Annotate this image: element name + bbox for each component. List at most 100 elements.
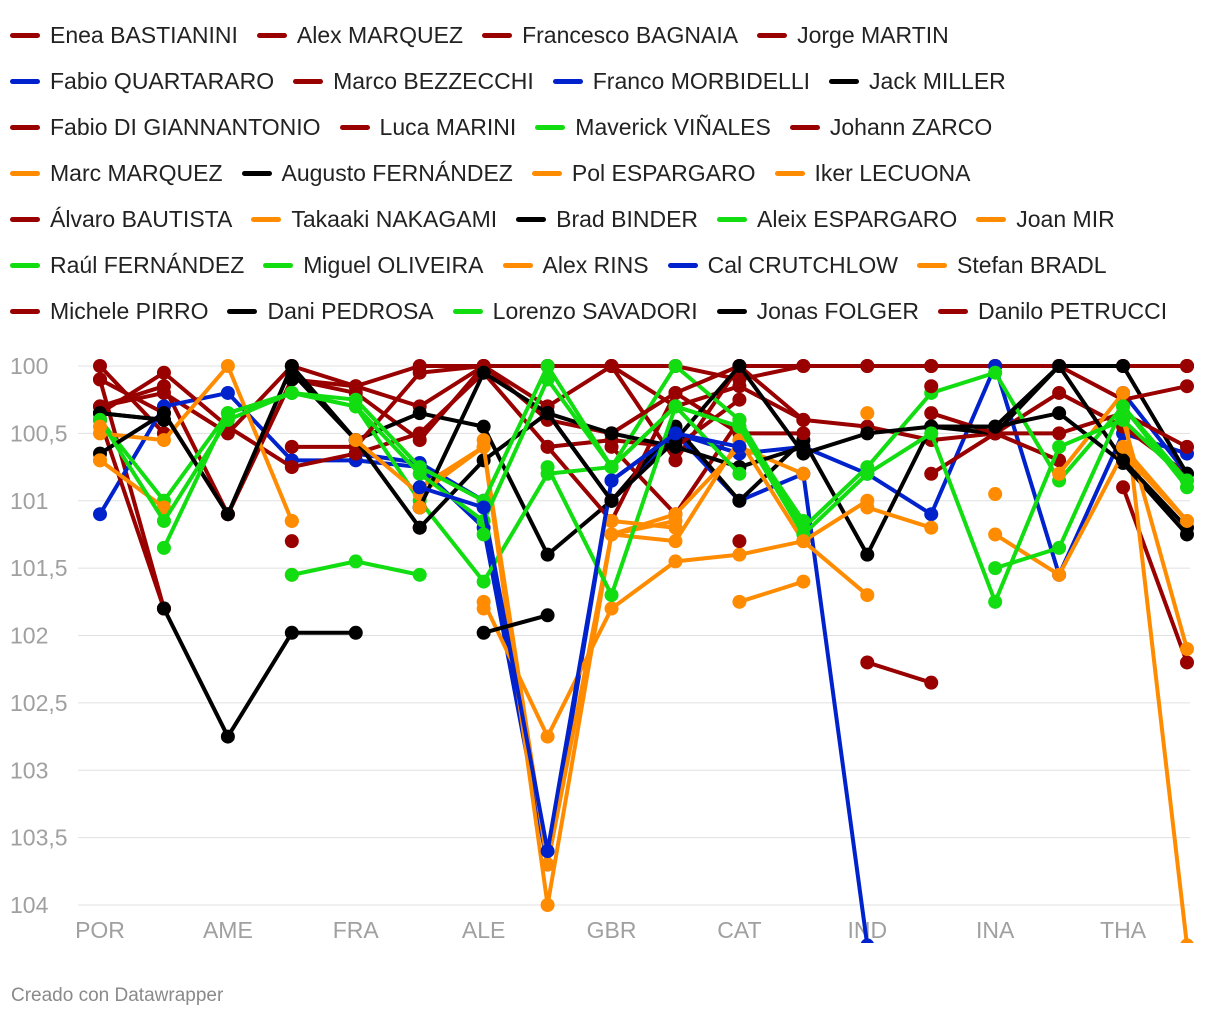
- data-point: [604, 588, 619, 603]
- data-point: [93, 372, 107, 387]
- legend-label: Joan MIR: [1016, 205, 1115, 232]
- legend-label: Fabio QUARTARARO: [50, 67, 275, 94]
- series-line: [417, 431, 742, 854]
- legend-swatch: [552, 78, 583, 84]
- data-point: [988, 487, 1003, 502]
- data-point: [796, 574, 811, 589]
- series-line: [98, 411, 166, 422]
- series-line: [545, 411, 614, 503]
- x-tick-label: THA: [1100, 917, 1147, 943]
- legend-swatch: [667, 262, 698, 268]
- data-point: [732, 439, 747, 454]
- data-point: [924, 359, 939, 373]
- series-line: [481, 613, 550, 635]
- footer-credit: Creado con Datawrapper: [11, 985, 224, 1006]
- legend-swatch: [716, 308, 747, 314]
- data-point: [348, 625, 363, 640]
- data-point: [668, 554, 683, 569]
- legend-label: Francesco BAGNAIA: [522, 21, 739, 48]
- data-point: [732, 534, 747, 549]
- data-point: [1052, 439, 1067, 454]
- data-point: [860, 938, 874, 943]
- legend-swatch: [10, 170, 40, 176]
- legend-swatch: [263, 262, 294, 268]
- legend-item: Fabio QUARTARARO: [10, 58, 274, 104]
- data-point: [1180, 513, 1194, 528]
- series-line: [737, 579, 806, 604]
- data-point: [732, 419, 747, 434]
- series-line: [993, 404, 1189, 571]
- data-point: [796, 426, 811, 441]
- data-point: [220, 729, 235, 744]
- data-point: [924, 406, 939, 421]
- data-point: [93, 359, 107, 373]
- data-point: [540, 439, 555, 454]
- data-point: [220, 507, 235, 522]
- legend-label: Franco MORBIDELLI: [592, 67, 811, 94]
- legend-label: Enea BASTIANINI: [50, 21, 238, 48]
- data-point: [93, 419, 107, 434]
- series-line: [993, 451, 1189, 577]
- data-point: [284, 439, 299, 454]
- data-point: [1052, 466, 1067, 481]
- legend-label: Iker LECUONA: [814, 159, 971, 186]
- data-point: [412, 500, 427, 515]
- data-point: [860, 547, 875, 562]
- data-point: [156, 513, 171, 528]
- data-point: [924, 466, 939, 481]
- legend-item: Alex MARQUEZ: [256, 12, 464, 58]
- legend-swatch: [829, 78, 860, 84]
- data-point: [348, 392, 363, 407]
- legend-label: Marc MARQUEZ: [50, 159, 223, 186]
- data-point: [476, 365, 491, 380]
- legend-label: Fabio DI GIANNANTONIO: [50, 113, 321, 140]
- legend-swatch: [482, 32, 513, 38]
- data-point: [220, 406, 235, 421]
- data-point: [220, 385, 235, 400]
- legend-item: Iker LECUONA: [774, 150, 971, 196]
- series-line: [98, 458, 166, 510]
- legend-label: Brad BINDER: [556, 205, 699, 232]
- legend-item: Luca MARINI: [339, 104, 517, 150]
- data-point: [412, 426, 427, 441]
- data-point: [1116, 385, 1131, 400]
- legend-swatch: [10, 124, 40, 130]
- y-tick-label: 101: [10, 488, 48, 514]
- data-point: [156, 433, 171, 448]
- data-point: [1052, 406, 1067, 421]
- data-point: [156, 412, 171, 427]
- series-line: [98, 364, 806, 530]
- legend-label: Luca MARINI: [379, 113, 517, 140]
- data-point: [924, 507, 939, 522]
- x-tick-label: INA: [976, 917, 1015, 943]
- series-line: [609, 518, 678, 530]
- data-point: [1052, 567, 1067, 582]
- legend-label: Jorge MARTIN: [797, 21, 949, 48]
- data-point: [1116, 399, 1131, 414]
- legend-swatch: [774, 170, 805, 176]
- y-tick-label: 104: [10, 892, 49, 918]
- data-point: [796, 466, 811, 481]
- series-line: [1121, 390, 1189, 476]
- y-tick-label: 103: [10, 757, 48, 783]
- legend-item: Francesco BAGNAIA: [482, 12, 738, 58]
- data-point: [860, 466, 875, 481]
- y-tick-label: 100,5: [10, 420, 68, 446]
- data-point: [284, 385, 299, 400]
- legend-item: Alex RINS: [502, 242, 649, 288]
- legend-item: Jack MILLER: [829, 58, 1006, 104]
- legend-item: Enea BASTIANINI: [10, 12, 238, 58]
- series-line: [865, 505, 934, 530]
- y-tick-label: 100: [10, 353, 48, 379]
- legend-label: Alex MARQUEZ: [296, 21, 464, 48]
- data-point: [156, 500, 171, 515]
- data-point: [668, 453, 683, 468]
- legend-item: Jonas FOLGER: [716, 288, 919, 334]
- data-point: [476, 419, 491, 434]
- data-point: [220, 359, 235, 373]
- legend-swatch: [10, 216, 40, 222]
- data-point: [412, 567, 427, 582]
- data-point: [93, 453, 107, 468]
- y-tick-label: 101,5: [10, 555, 68, 581]
